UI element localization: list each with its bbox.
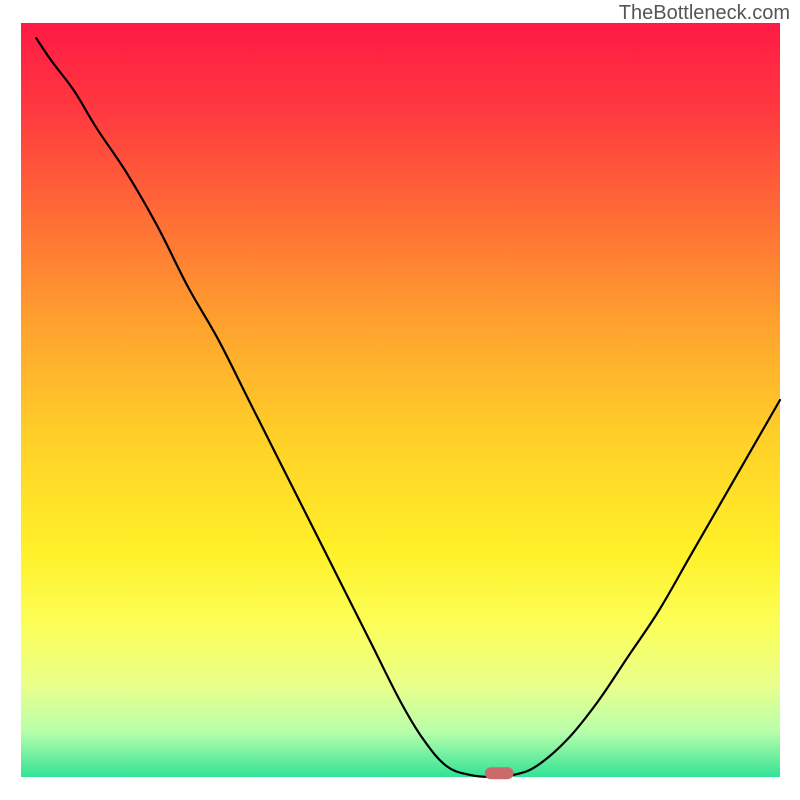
chart-svg — [0, 0, 800, 800]
optimal-marker — [485, 767, 514, 779]
watermark-text: TheBottleneck.com — [619, 2, 790, 25]
bottleneck-chart — [0, 0, 800, 800]
gradient-background — [21, 23, 780, 777]
